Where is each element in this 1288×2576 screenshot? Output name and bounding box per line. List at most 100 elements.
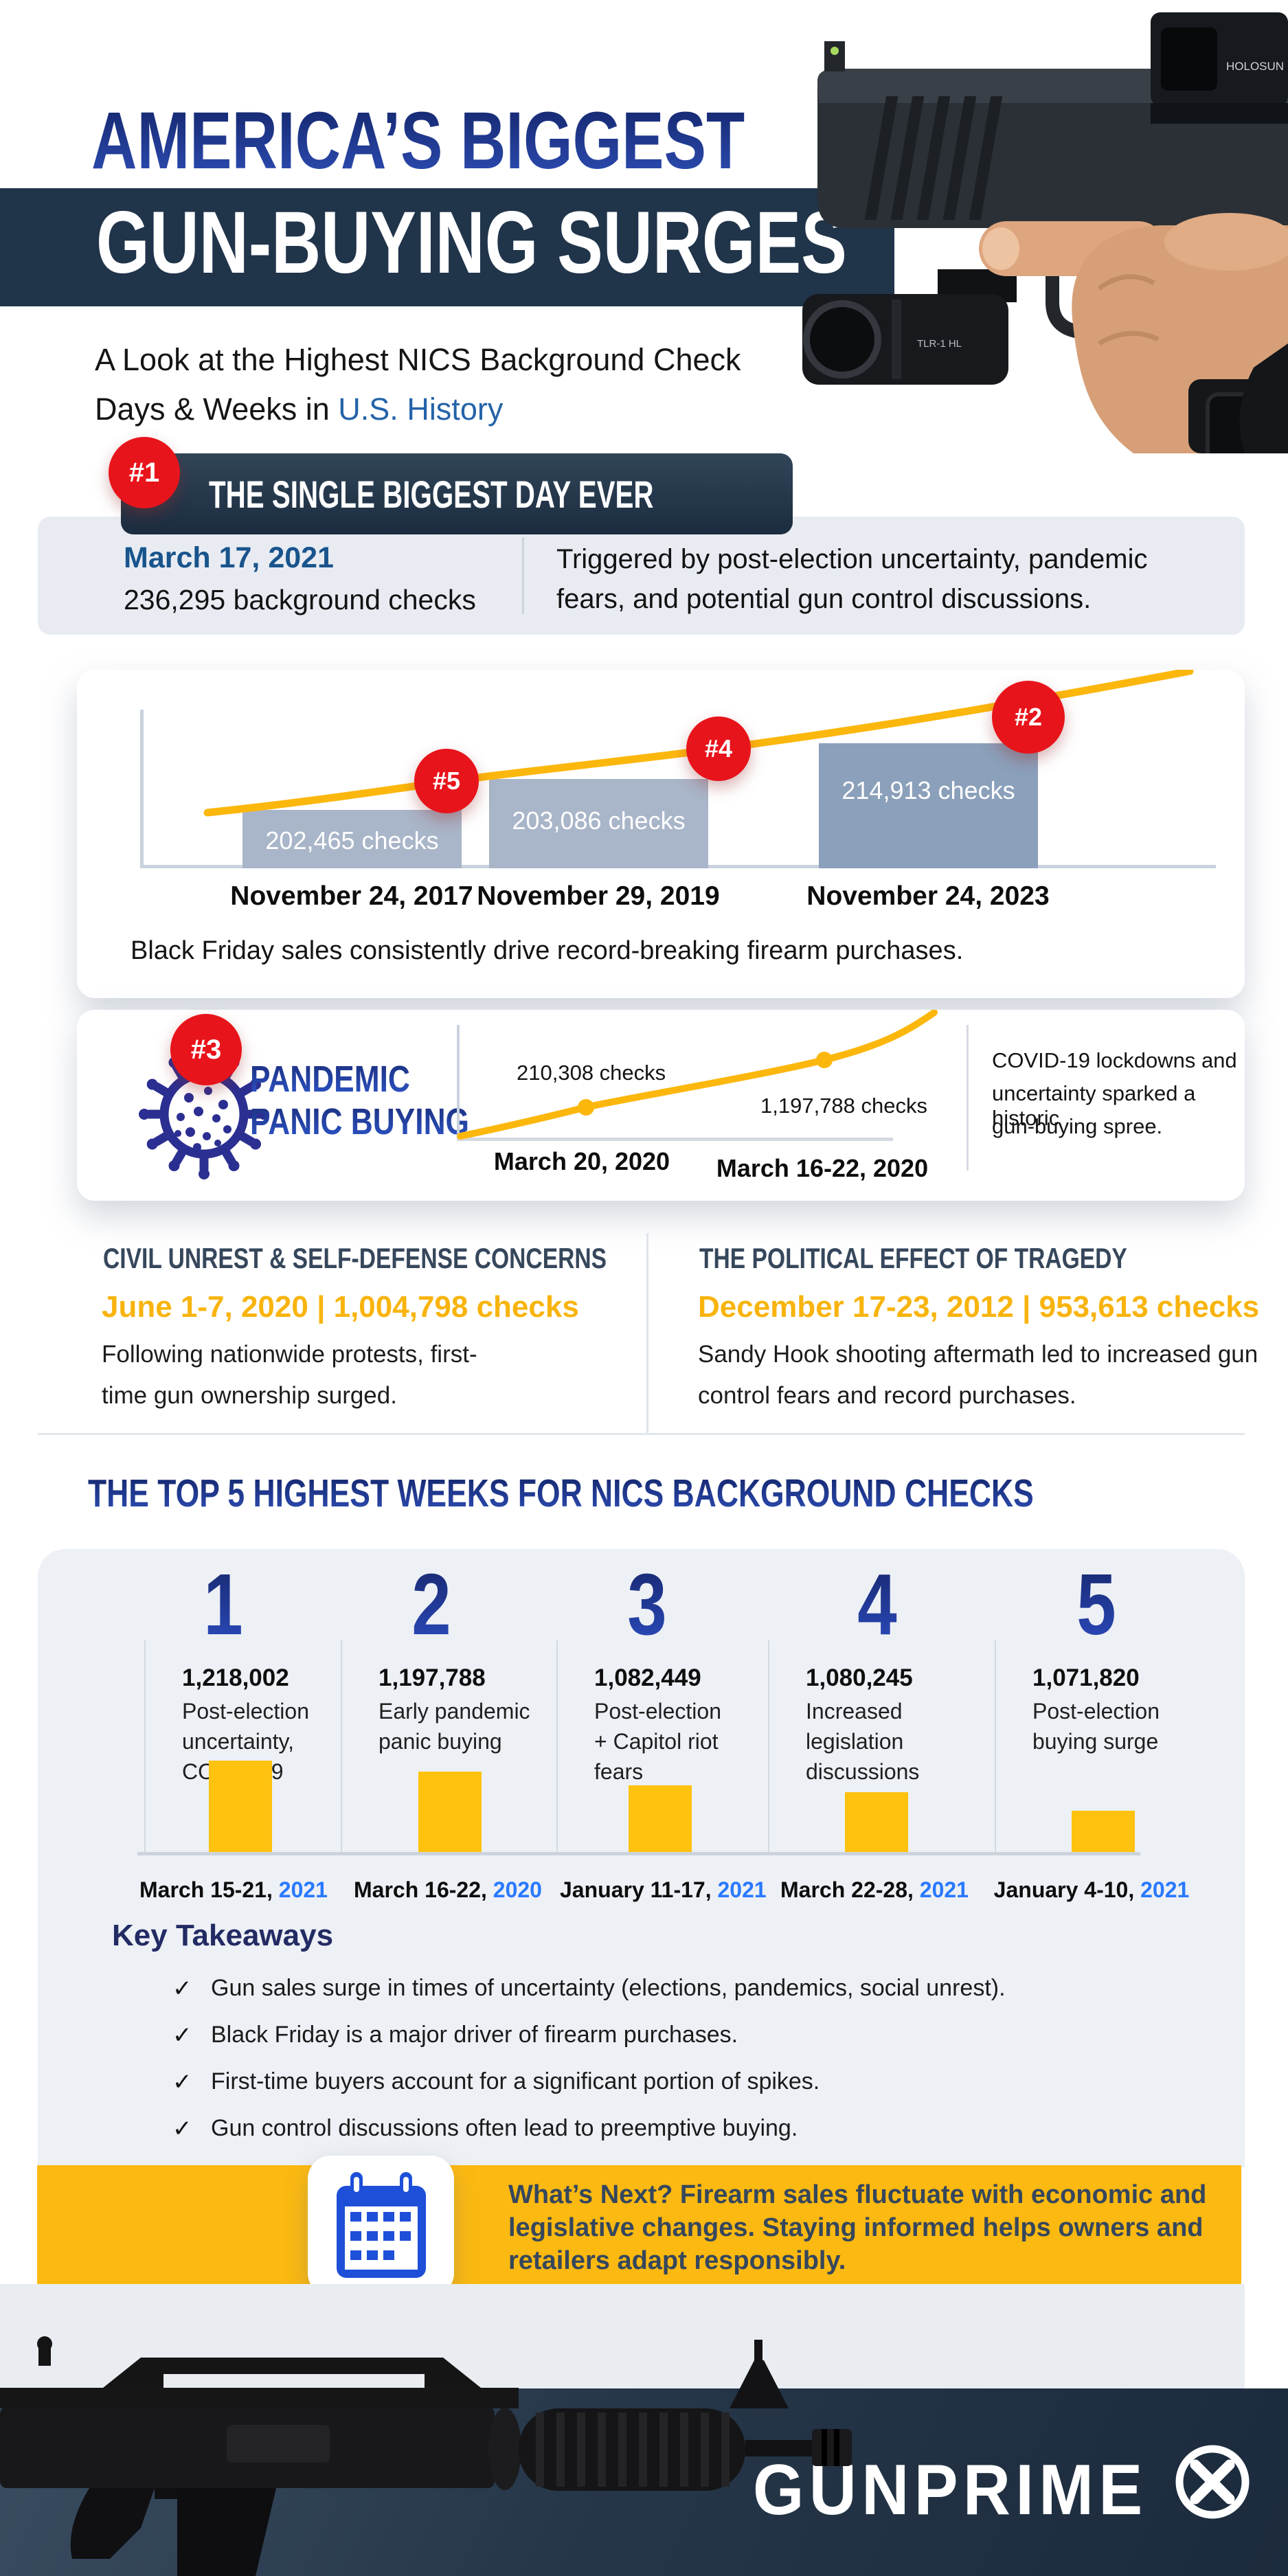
rank-number-4: 4 xyxy=(832,1561,922,1648)
week-date-1-year: 2021 xyxy=(278,1877,328,1902)
pandemic-note-line3: gun-buying spree. xyxy=(992,1114,1163,1138)
divider xyxy=(522,537,524,614)
bar-2023-value: 214,913 checks xyxy=(841,776,1015,804)
civil-unrest-heading: CIVIL UNREST & SELF-DEFENSE CONCERNS xyxy=(103,1242,607,1274)
week-date-1: March 15-21, 2021 xyxy=(131,1877,337,1903)
bar-2023: 214,913 checks xyxy=(819,743,1038,868)
reason-line: Increased xyxy=(806,1699,903,1724)
week-date-1-range: March 15-21, xyxy=(139,1877,279,1902)
week-date-4-range: March 22-28, xyxy=(780,1877,920,1902)
check-icon: ✓ xyxy=(172,2116,192,2142)
week-value-4: 1,080,245 xyxy=(806,1664,913,1691)
pandemic-point2-value: 1,197,788 checks xyxy=(760,1094,928,1118)
calendar-icon xyxy=(336,2171,426,2278)
top5-baseline xyxy=(137,1852,1140,1855)
divider xyxy=(967,1025,969,1171)
column-rule xyxy=(341,1640,342,1855)
reason-line: + Capitol riot xyxy=(594,1729,719,1754)
column-rule xyxy=(768,1640,769,1855)
takeaway-item: First-time buyers account for a signific… xyxy=(211,2068,820,2094)
subtitle-line2-prefix: Days & Weeks in xyxy=(95,392,339,427)
hero-gun-photo: HOLOSUN TLR-1 HL xyxy=(802,0,1288,453)
check-icon: ✓ xyxy=(172,2069,192,2095)
takeaways-title: Key Takeaways xyxy=(112,1919,334,1952)
pandemic-line xyxy=(457,1010,938,1140)
biggest-day-desc-line1: Triggered by post-election uncertainty, … xyxy=(556,544,1148,574)
biggest-day-header: THE SINGLE BIGGEST DAY EVER xyxy=(209,472,654,516)
rank-4-badge: #4 xyxy=(686,716,751,781)
civil-unrest-stat: June 1-7, 2020 | 1,004,798 checks xyxy=(102,1290,579,1324)
bar-2019-value: 203,086 checks xyxy=(512,806,686,835)
rifle-photo xyxy=(0,2336,852,2576)
rank-1-badge-label: #1 xyxy=(128,457,160,488)
black-friday-chart-card: 202,465 checks 203,086 checks 214,913 ch… xyxy=(77,670,1245,998)
reason-line: Post-election xyxy=(182,1699,309,1724)
reason-line: uncertainty, xyxy=(182,1729,295,1754)
pandemic-point2-date: March 16-22, 2020 xyxy=(716,1154,929,1182)
slide-serrations xyxy=(864,96,1003,220)
whats-next-line2: legislative changes. Staying informed he… xyxy=(508,2213,1204,2242)
tragedy-heading: THE POLITICAL EFFECT OF TRAGEDY xyxy=(699,1242,1127,1274)
y-axis xyxy=(140,710,144,868)
rank-3-badge: #3 xyxy=(170,1014,242,1085)
pandemic-note-line1: COVID-19 lockdowns and xyxy=(992,1048,1237,1072)
week-date-3: January 11-17, 2021 xyxy=(560,1877,767,1903)
sleeve xyxy=(1239,343,1288,453)
bar-2019-date: November 29, 2019 xyxy=(477,881,720,911)
week-bar-1 xyxy=(209,1761,272,1855)
trend-line xyxy=(203,670,1194,817)
biggest-day-date: March 17, 2021 xyxy=(124,541,334,574)
week-date-5: January 4-10, 2021 xyxy=(988,1877,1195,1903)
pandemic-title-line1: PANDEMIC xyxy=(250,1059,410,1100)
biggest-day-header-bar: THE SINGLE BIGGEST DAY EVER xyxy=(121,453,793,534)
front-sight-icon xyxy=(824,41,845,71)
reason-line: discussions xyxy=(806,1759,920,1784)
optic-brand-label: HOLOSUN xyxy=(1226,60,1284,73)
rank-number-2: 2 xyxy=(386,1561,476,1648)
column-rule xyxy=(556,1640,558,1855)
calendar-card xyxy=(308,2156,454,2296)
rank-4-badge-label: #4 xyxy=(704,734,733,762)
bar-2017-value: 202,465 checks xyxy=(265,826,439,855)
week-date-4-year: 2021 xyxy=(919,1877,969,1902)
week-date-4: March 22-28, 2021 xyxy=(771,1877,978,1903)
week-value-5: 1,071,820 xyxy=(1032,1664,1140,1691)
red-dot-optic-icon: HOLOSUN xyxy=(1151,12,1288,124)
divider xyxy=(646,1233,648,1434)
brand-scope-icon xyxy=(1175,2445,1250,2519)
bar-2017: 202,465 checks xyxy=(242,810,462,868)
pandemic-note-line2: uncertainty sparked a historic xyxy=(992,1081,1196,1130)
reason-line: Early pandemic xyxy=(379,1699,530,1724)
subtitle-line2: Days & Weeks in U.S. History xyxy=(95,392,503,427)
pandemic-x-axis xyxy=(457,1138,893,1141)
pandemic-card: #3 PANDEMIC PANIC BUYING 210,308 checks … xyxy=(77,1010,1245,1201)
rank-2-badge: #2 xyxy=(992,681,1065,754)
rank-3-badge-label: #3 xyxy=(190,1034,222,1065)
tragedy-stat: December 17-23, 2012 | 953,613 checks xyxy=(698,1290,1260,1324)
week-value-1: 1,218,002 xyxy=(182,1664,289,1691)
week-bar-5 xyxy=(1072,1811,1135,1855)
reason-line: Post-election xyxy=(594,1699,721,1724)
rank-number-5: 5 xyxy=(1051,1561,1141,1648)
rank-5-badge-label: #5 xyxy=(432,767,461,795)
biggest-day-card: March 17, 2021 236,295 background checks… xyxy=(38,517,1245,635)
reason-line: buying surge xyxy=(1032,1729,1159,1754)
page-title-line1: AMERICA’S BIGGEST xyxy=(91,95,745,186)
column-rule xyxy=(995,1640,996,1855)
reason-line: panic buying xyxy=(379,1729,502,1754)
page-title-line2: GUN-BUYING SURGES xyxy=(96,194,847,292)
week-date-2-year: 2020 xyxy=(493,1877,542,1902)
top5-card: 1 2 3 4 5 1,218,002 1,197,788 1,082,449 … xyxy=(38,1549,1245,2167)
week-value-3: 1,082,449 xyxy=(594,1664,701,1691)
reason-line: fears xyxy=(594,1759,644,1784)
pandemic-point1-date: March 20, 2020 xyxy=(493,1147,670,1175)
week-date-3-range: January 11-17, xyxy=(560,1877,718,1902)
check-icon: ✓ xyxy=(172,1976,192,2002)
civil-unrest-body-line2: time gun ownership surged. xyxy=(102,1382,397,1409)
subtitle-line2-highlight: U.S. History xyxy=(338,392,504,427)
week-date-2: March 16-22, 2020 xyxy=(345,1877,551,1903)
pandemic-title-line2: PANIC BUYING xyxy=(250,1101,470,1142)
rank-2-badge-label: #2 xyxy=(1014,703,1043,731)
reason-line: Post-election xyxy=(1032,1699,1160,1724)
